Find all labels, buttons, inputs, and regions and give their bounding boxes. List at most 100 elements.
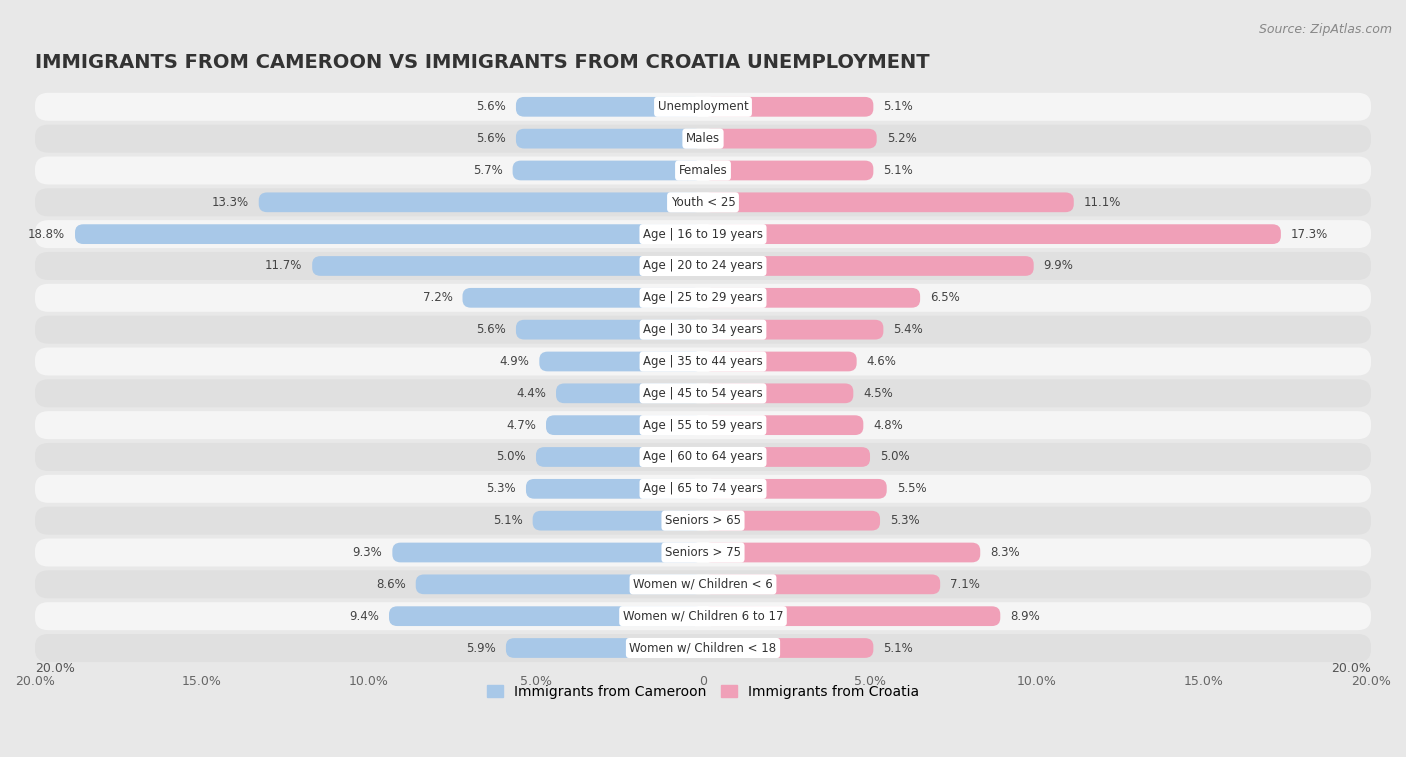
Text: 5.4%: 5.4% (893, 323, 924, 336)
Text: Women w/ Children 6 to 17: Women w/ Children 6 to 17 (623, 609, 783, 623)
Text: 5.1%: 5.1% (494, 514, 523, 527)
Text: 6.5%: 6.5% (931, 291, 960, 304)
Text: Age | 16 to 19 years: Age | 16 to 19 years (643, 228, 763, 241)
Text: 20.0%: 20.0% (35, 662, 75, 675)
Text: 5.0%: 5.0% (880, 450, 910, 463)
Text: Age | 25 to 29 years: Age | 25 to 29 years (643, 291, 763, 304)
Text: 4.4%: 4.4% (516, 387, 546, 400)
FancyBboxPatch shape (703, 160, 873, 180)
Text: Age | 30 to 34 years: Age | 30 to 34 years (643, 323, 763, 336)
Text: IMMIGRANTS FROM CAMEROON VS IMMIGRANTS FROM CROATIA UNEMPLOYMENT: IMMIGRANTS FROM CAMEROON VS IMMIGRANTS F… (35, 53, 929, 72)
Text: 5.3%: 5.3% (890, 514, 920, 527)
FancyBboxPatch shape (703, 638, 873, 658)
Text: Age | 60 to 64 years: Age | 60 to 64 years (643, 450, 763, 463)
FancyBboxPatch shape (555, 384, 703, 403)
FancyBboxPatch shape (35, 379, 1371, 407)
FancyBboxPatch shape (35, 506, 1371, 534)
FancyBboxPatch shape (703, 447, 870, 467)
FancyBboxPatch shape (513, 160, 703, 180)
Text: 18.8%: 18.8% (28, 228, 65, 241)
Text: 5.0%: 5.0% (496, 450, 526, 463)
Text: 5.9%: 5.9% (467, 641, 496, 655)
FancyBboxPatch shape (312, 256, 703, 276)
FancyBboxPatch shape (35, 538, 1371, 566)
Text: 20.0%: 20.0% (1331, 662, 1371, 675)
Text: 5.6%: 5.6% (477, 100, 506, 114)
FancyBboxPatch shape (35, 570, 1371, 598)
Text: 7.2%: 7.2% (423, 291, 453, 304)
Text: 13.3%: 13.3% (211, 196, 249, 209)
Text: Unemployment: Unemployment (658, 100, 748, 114)
Text: 5.5%: 5.5% (897, 482, 927, 495)
Text: 8.6%: 8.6% (375, 578, 406, 590)
FancyBboxPatch shape (35, 125, 1371, 153)
FancyBboxPatch shape (35, 443, 1371, 471)
Text: Youth < 25: Youth < 25 (671, 196, 735, 209)
FancyBboxPatch shape (35, 252, 1371, 280)
Text: 5.6%: 5.6% (477, 323, 506, 336)
Text: Seniors > 75: Seniors > 75 (665, 546, 741, 559)
Text: Women w/ Children < 6: Women w/ Children < 6 (633, 578, 773, 590)
Text: 8.3%: 8.3% (990, 546, 1019, 559)
FancyBboxPatch shape (703, 575, 941, 594)
FancyBboxPatch shape (546, 416, 703, 435)
FancyBboxPatch shape (35, 284, 1371, 312)
FancyBboxPatch shape (35, 316, 1371, 344)
FancyBboxPatch shape (703, 288, 920, 307)
FancyBboxPatch shape (35, 634, 1371, 662)
Text: 4.8%: 4.8% (873, 419, 903, 431)
FancyBboxPatch shape (703, 256, 1033, 276)
Text: Age | 55 to 59 years: Age | 55 to 59 years (643, 419, 763, 431)
Text: 4.9%: 4.9% (499, 355, 529, 368)
Text: Women w/ Children < 18: Women w/ Children < 18 (630, 641, 776, 655)
Text: 17.3%: 17.3% (1291, 228, 1329, 241)
Text: 11.7%: 11.7% (264, 260, 302, 273)
Text: 4.5%: 4.5% (863, 387, 893, 400)
FancyBboxPatch shape (703, 129, 877, 148)
FancyBboxPatch shape (35, 188, 1371, 217)
Text: Source: ZipAtlas.com: Source: ZipAtlas.com (1258, 23, 1392, 36)
FancyBboxPatch shape (35, 347, 1371, 375)
Text: 5.2%: 5.2% (887, 132, 917, 145)
FancyBboxPatch shape (463, 288, 703, 307)
FancyBboxPatch shape (75, 224, 703, 244)
Text: 5.1%: 5.1% (883, 100, 912, 114)
FancyBboxPatch shape (35, 157, 1371, 185)
FancyBboxPatch shape (540, 351, 703, 372)
Text: 5.7%: 5.7% (472, 164, 502, 177)
Text: 7.1%: 7.1% (950, 578, 980, 590)
FancyBboxPatch shape (703, 384, 853, 403)
FancyBboxPatch shape (703, 416, 863, 435)
Text: 11.1%: 11.1% (1084, 196, 1121, 209)
FancyBboxPatch shape (35, 411, 1371, 439)
FancyBboxPatch shape (703, 606, 1000, 626)
Text: Seniors > 65: Seniors > 65 (665, 514, 741, 527)
Text: 9.3%: 9.3% (353, 546, 382, 559)
FancyBboxPatch shape (259, 192, 703, 212)
FancyBboxPatch shape (516, 97, 703, 117)
FancyBboxPatch shape (35, 602, 1371, 630)
FancyBboxPatch shape (703, 224, 1281, 244)
FancyBboxPatch shape (506, 638, 703, 658)
FancyBboxPatch shape (35, 93, 1371, 121)
FancyBboxPatch shape (526, 479, 703, 499)
FancyBboxPatch shape (35, 475, 1371, 503)
Legend: Immigrants from Cameroon, Immigrants from Croatia: Immigrants from Cameroon, Immigrants fro… (481, 679, 925, 704)
FancyBboxPatch shape (703, 97, 873, 117)
Text: Age | 20 to 24 years: Age | 20 to 24 years (643, 260, 763, 273)
Text: 4.6%: 4.6% (866, 355, 897, 368)
FancyBboxPatch shape (35, 220, 1371, 248)
Text: Females: Females (679, 164, 727, 177)
Text: Age | 45 to 54 years: Age | 45 to 54 years (643, 387, 763, 400)
Text: Males: Males (686, 132, 720, 145)
Text: 4.7%: 4.7% (506, 419, 536, 431)
FancyBboxPatch shape (533, 511, 703, 531)
Text: 5.3%: 5.3% (486, 482, 516, 495)
FancyBboxPatch shape (516, 319, 703, 340)
Text: 8.9%: 8.9% (1011, 609, 1040, 623)
FancyBboxPatch shape (536, 447, 703, 467)
FancyBboxPatch shape (703, 543, 980, 562)
Text: 9.9%: 9.9% (1043, 260, 1074, 273)
FancyBboxPatch shape (703, 511, 880, 531)
FancyBboxPatch shape (516, 129, 703, 148)
